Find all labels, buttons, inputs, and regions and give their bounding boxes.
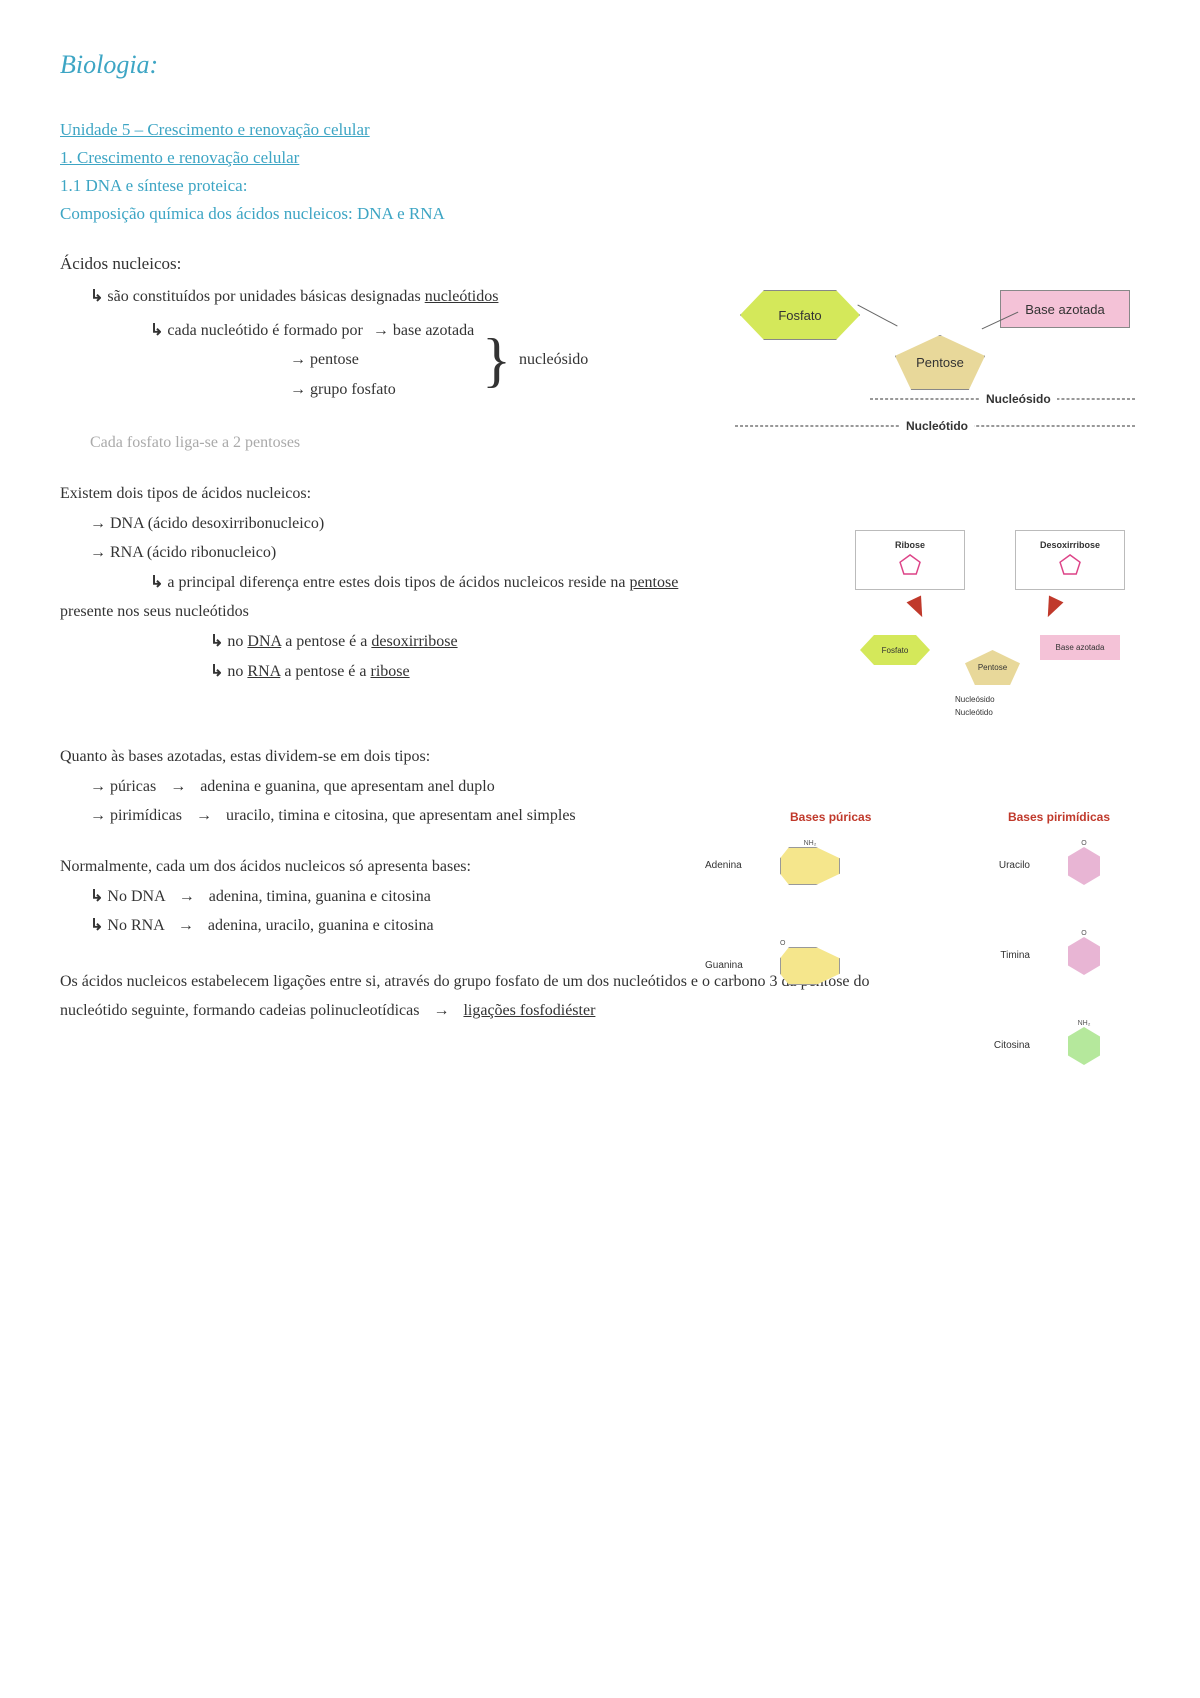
connector-line (857, 304, 897, 326)
nucleosido-label: Nucleósido (955, 695, 995, 704)
bases-heading: Quanto às bases azotadas, estas dividem-… (60, 744, 700, 770)
nucleotido-label: Nucleótido (900, 419, 974, 433)
underlined: desoxirribose (371, 633, 457, 650)
component: grupo fosfato (60, 377, 474, 403)
text: púricas (110, 778, 156, 795)
side-label: nucleósido (519, 351, 588, 369)
fosfato-shape: Fosfato (740, 290, 860, 340)
pentose-shape: Pentose (895, 335, 985, 390)
underlined: ribose (371, 663, 410, 680)
arrow-icon: → (196, 807, 212, 824)
rna-bases: No RNA → adenina, uracilo, guanina e cit… (60, 913, 700, 939)
brace-icon: } (482, 336, 511, 384)
uracil-structure: O (1068, 840, 1100, 887)
text: No DNA (107, 888, 164, 905)
note-line: cada nucleótido é formado por base azota… (60, 318, 474, 344)
text: no (227, 633, 247, 650)
underlined: nucleótidos (425, 288, 499, 305)
types-heading: Existem dois tipos de ácidos nucleicos: (60, 481, 1140, 507)
text: adenina, uracilo, guanina e citosina (208, 917, 434, 934)
arrow-icon: → (433, 1002, 449, 1019)
base-shape: Base azotada (1000, 290, 1130, 328)
nucleotido-label: Nucleótido (955, 708, 993, 717)
arrow-icon (1041, 596, 1064, 621)
adenine-structure: NH₂ (780, 840, 840, 887)
underlined: DNA (247, 633, 281, 650)
fosfato-shape: Fosfato (860, 635, 930, 665)
underlined: RNA (247, 663, 280, 680)
page-title: Biologia: (60, 50, 1140, 80)
timina-label: Timina (1000, 950, 1030, 961)
bases-diagram: Bases púricas Bases pirimídicas Adenina … (700, 810, 1160, 1110)
component: base azotada (373, 322, 474, 339)
uracilo-label: Uracilo (999, 860, 1030, 871)
text: cada nucleótido é formado por (167, 322, 362, 339)
text: nucleótido seguinte, formando cadeias po… (60, 1002, 419, 1019)
pirimidicas-title: Bases pirimídicas (1008, 810, 1110, 824)
unit-heading: Unidade 5 – Crescimento e renovação celu… (60, 120, 1140, 140)
pentose-diagram: Ribose ⬠ Desoxirribose ⬠ Fosfato Base az… (840, 530, 1140, 730)
arrow-icon: → (170, 778, 186, 795)
base-shape: Base azotada (1040, 635, 1120, 660)
arrow-icon: → (178, 917, 194, 934)
cytosine-structure: NH₂ (1068, 1020, 1100, 1067)
guanina-label: Guanina (705, 960, 743, 971)
text: adenina, timina, guanina e citosina (209, 888, 431, 905)
pentagon-icon: ⬠ (1059, 550, 1082, 581)
pentagon-icon: ⬠ (899, 550, 922, 581)
subsection-heading: 1.1 DNA e síntese proteica: (60, 176, 1140, 196)
text: a pentose é a (281, 633, 371, 650)
ribose-box: Ribose ⬠ (855, 530, 965, 590)
desoxirribose-box: Desoxirribose ⬠ (1015, 530, 1125, 590)
base-type: pirimídicas → uracilo, timina e citosina… (60, 803, 700, 829)
normal-heading: Normalmente, cada um dos ácidos nucleico… (60, 854, 700, 880)
desox-label: Desoxirribose (1040, 540, 1100, 550)
text: uracilo, timina e citosina, que apresent… (226, 807, 576, 824)
component: pentose (60, 347, 474, 373)
ribose-label: Ribose (895, 540, 925, 550)
arrow-icon: → (179, 888, 195, 905)
underlined: ligações fosfodiéster (463, 1002, 595, 1019)
text: são constituídos por unidades básicas de… (107, 288, 424, 305)
nucleosido-label: Nucleósido (980, 392, 1057, 406)
text: adenina e guanina, que apresentam anel d… (200, 778, 495, 795)
acids-heading: Ácidos nucleicos: (60, 254, 1140, 274)
arrow-icon (907, 596, 930, 621)
nucleotide-diagram: Fosfato Base azotada Pentose Nucleósido … (720, 280, 1140, 460)
underlined: pentose (629, 574, 678, 591)
text: no (227, 663, 247, 680)
text: No RNA (107, 917, 163, 934)
puricas-title: Bases púricas (790, 810, 871, 824)
guanine-structure: O (780, 940, 840, 987)
thymine-structure: O (1068, 930, 1100, 977)
text: pirimídicas (110, 807, 182, 824)
citosina-label: Citosina (994, 1040, 1030, 1051)
composition-heading: Composição química dos ácidos nucleicos:… (60, 204, 1140, 224)
adenina-label: Adenina (705, 860, 742, 871)
dna-bases: No DNA → adenina, timina, guanina e cito… (60, 884, 700, 910)
pentose-shape: Pentose (965, 650, 1020, 685)
text: a principal diferença entre estes dois t… (167, 574, 629, 591)
text: a pentose é a (280, 663, 370, 680)
base-type: púricas → adenina e guanina, que apresen… (60, 774, 700, 800)
section-heading: 1. Crescimento e renovação celular (60, 148, 1140, 168)
